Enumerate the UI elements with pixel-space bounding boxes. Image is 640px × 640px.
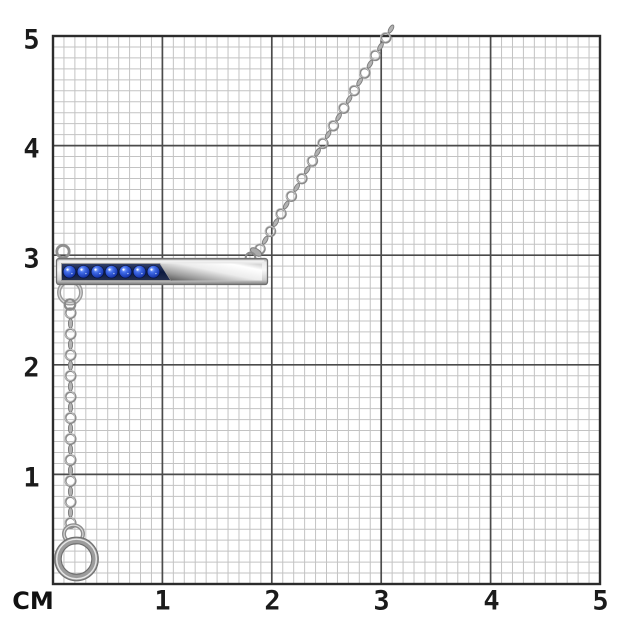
chain-lower (64, 306, 77, 530)
x-axis-label-1: 1 (154, 585, 170, 617)
y-axis-label-4: 4 (23, 133, 39, 165)
pendant-bar (55, 257, 269, 286)
clasp-ring-large (54, 537, 99, 581)
chain-upper (254, 24, 395, 255)
sapphire-stones (62, 265, 161, 279)
y-axis-label-5: 5 (23, 24, 39, 56)
unit-label-cm: СМ (12, 587, 54, 615)
x-axis-label-4: 4 (483, 585, 499, 617)
clasp-ring-large-highlight (56, 538, 97, 580)
bail-link (63, 298, 77, 311)
y-axis-label-1: 1 (23, 462, 39, 494)
x-axis-label-3: 3 (373, 585, 389, 617)
necklace (54, 24, 395, 582)
polished-face (160, 263, 262, 281)
y-axis-label-3: 3 (23, 243, 39, 275)
bar-top-highlight (58, 260, 265, 262)
clasp-ring-large-outline (54, 536, 99, 582)
x-axis-label-2: 2 (264, 585, 280, 617)
x-axis-label-5: 5 (592, 585, 608, 617)
clasp-ring-large-inner-outline (60, 543, 93, 575)
y-axis-label-2: 2 (23, 352, 39, 384)
jump-ring-left (55, 243, 71, 260)
measurement-grid (51, 34, 602, 586)
